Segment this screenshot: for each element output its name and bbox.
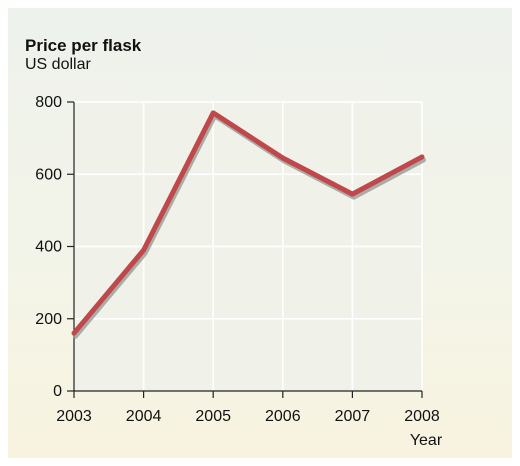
- y-tick-label: 800: [35, 94, 62, 111]
- x-tick-label: 2008: [404, 408, 440, 425]
- x-tick-label: 2003: [56, 408, 92, 425]
- x-tick-label: 2006: [265, 408, 301, 425]
- y-tick-label: 200: [35, 311, 62, 328]
- chart-title: Price per flask: [25, 36, 142, 55]
- series-line: [71, 110, 425, 336]
- chart-subtitle: US dollar: [25, 56, 91, 73]
- x-tick-label: 2007: [335, 408, 371, 425]
- y-tick-label: 400: [35, 239, 62, 256]
- x-tick-label: 2004: [126, 408, 162, 425]
- x-axis-label: Year: [410, 432, 443, 449]
- y-tick-label: 0: [53, 383, 62, 400]
- x-tick-label: 2005: [195, 408, 231, 425]
- y-tick-label: 600: [35, 166, 62, 183]
